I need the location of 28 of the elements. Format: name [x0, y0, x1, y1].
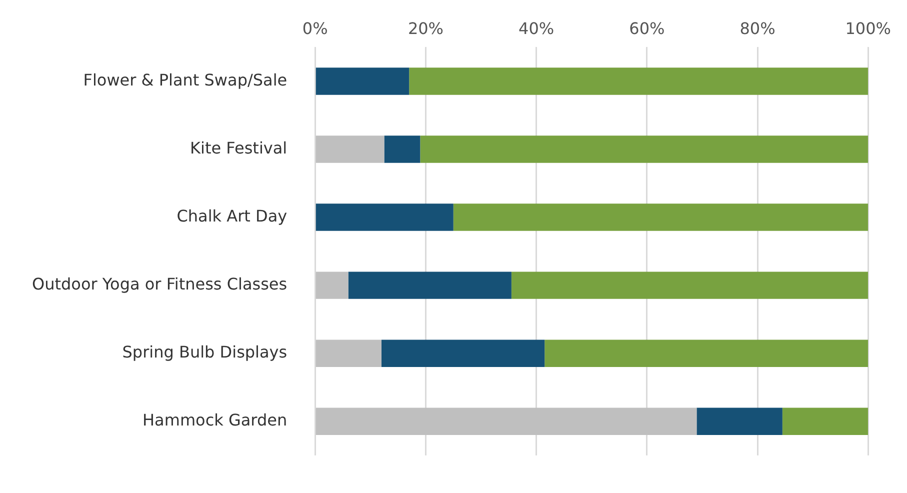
y-tick-label: Chalk Art Day	[176, 206, 288, 226]
bar	[316, 408, 697, 435]
bar	[420, 136, 868, 163]
bar	[316, 204, 454, 231]
bar	[409, 68, 868, 95]
bar	[316, 68, 410, 95]
bar	[696, 408, 782, 435]
bar	[348, 272, 512, 299]
x-tick-label: 60%	[629, 18, 665, 38]
bar	[316, 136, 384, 163]
x-tick-label: 40%	[518, 18, 554, 38]
bar	[544, 340, 868, 367]
x-tick-label: 80%	[740, 18, 776, 38]
y-tick-label: Outdoor Yoga or Fitness Classes	[32, 274, 288, 294]
y-tick-label: Flower & Plant Swap/Sale	[83, 70, 288, 90]
y-tick-label: Spring Bulb Displays	[122, 342, 288, 362]
bar	[453, 204, 868, 231]
bar	[384, 136, 420, 163]
bar	[782, 408, 868, 435]
bar	[316, 272, 348, 299]
bar	[511, 272, 868, 299]
x-tick-label: 0%	[302, 18, 328, 38]
bar	[316, 340, 382, 367]
y-tick-label: Hammock Garden	[142, 410, 288, 430]
x-tick-label: 100%	[845, 18, 892, 38]
x-tick-label: 20%	[408, 18, 444, 38]
bar	[381, 340, 545, 367]
y-tick-label: Kite Festival	[190, 138, 288, 158]
